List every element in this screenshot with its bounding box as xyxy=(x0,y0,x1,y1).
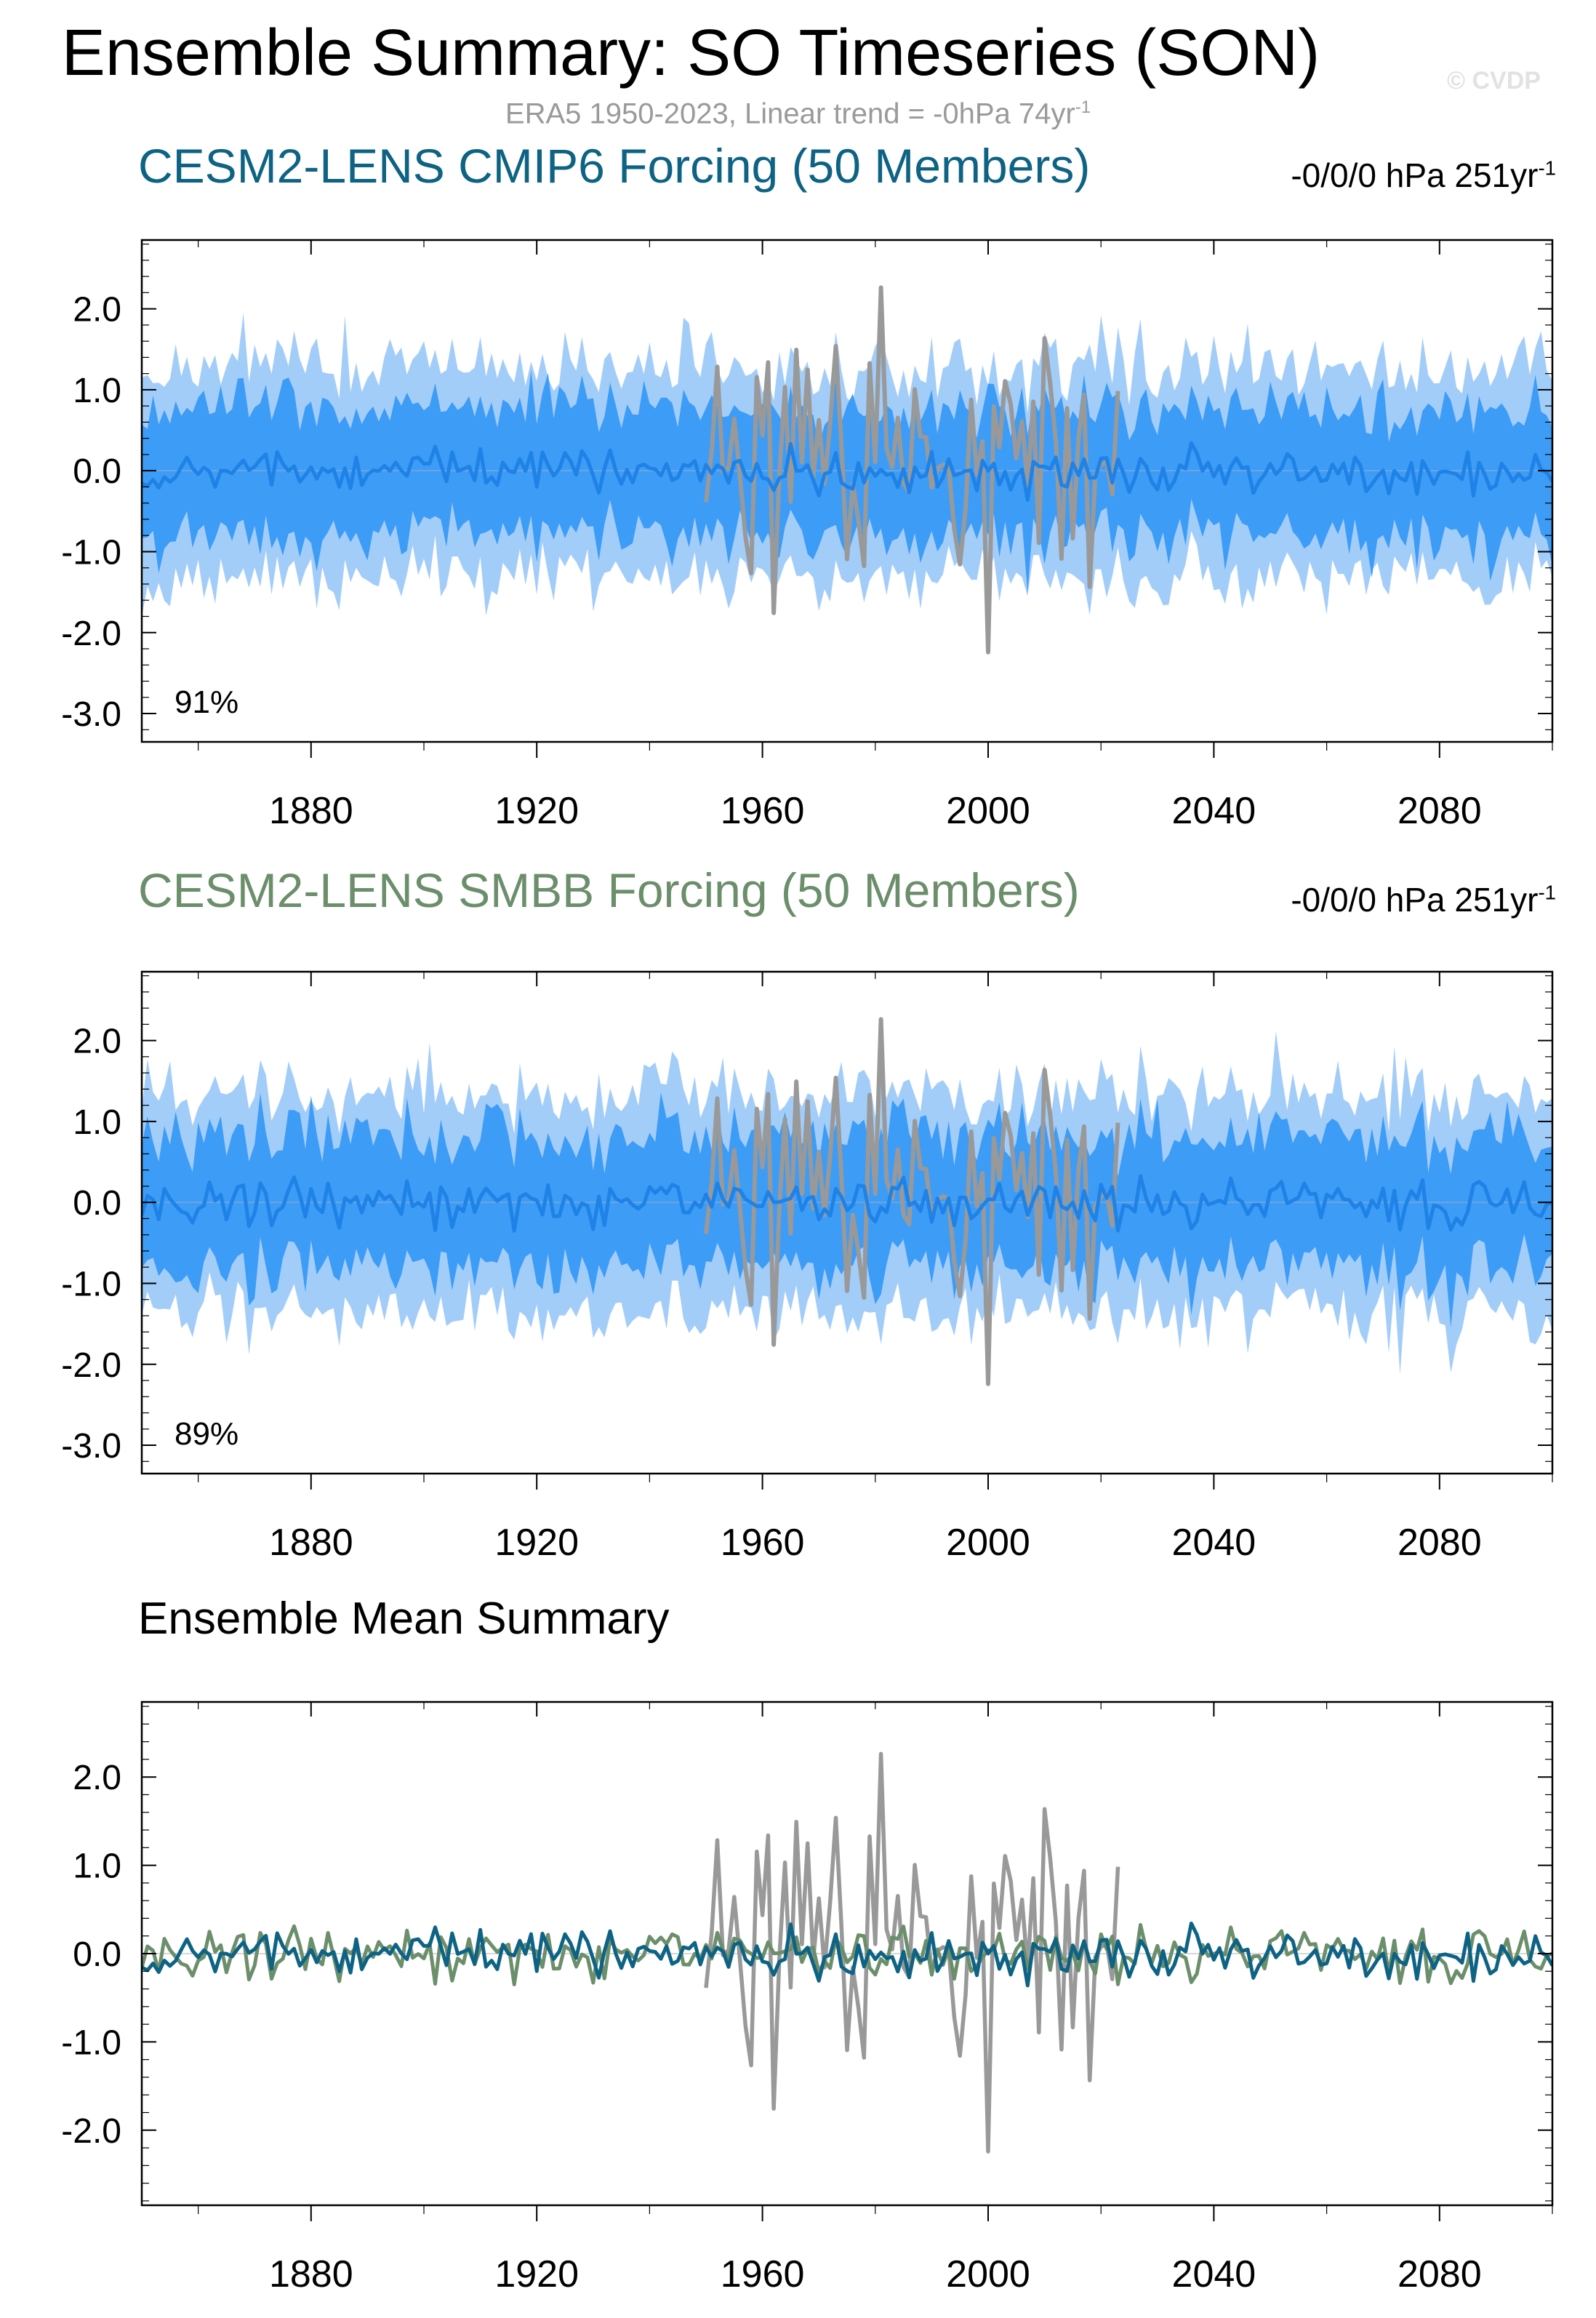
ensemble-mean-line xyxy=(142,441,1552,502)
subtitle-text: ERA5 1950-2023, Linear trend = -0hPa 74y… xyxy=(505,97,1075,130)
x-tick-label: 1960 xyxy=(721,2253,805,2295)
y-tick-label: 1.0 xyxy=(73,1847,121,1886)
percent-annotation: 89% xyxy=(175,1416,238,1452)
plot-frame xyxy=(140,239,1554,743)
x-tick-label: 1880 xyxy=(269,1522,353,1564)
x-tick-label: 2080 xyxy=(1397,1522,1482,1564)
plot-frame xyxy=(140,970,1554,1475)
y-tick-label: 0.0 xyxy=(73,1184,121,1223)
y-tick-label: -1.0 xyxy=(61,533,121,572)
x-tick-label: 1960 xyxy=(721,790,805,832)
observations-line xyxy=(704,1751,1120,2154)
y-tick-label: 2.0 xyxy=(73,1023,121,1061)
x-tick-label: 1920 xyxy=(494,1522,579,1564)
y-tick-label: -2.0 xyxy=(61,1346,121,1385)
y-tick-label: 1.0 xyxy=(73,372,121,410)
percent-annotation: 91% xyxy=(175,684,238,720)
x-tick-label: 2000 xyxy=(946,790,1030,832)
x-tick-label: 2000 xyxy=(946,1522,1030,1564)
y-tick-label: 2.0 xyxy=(73,1759,121,1797)
observations-line xyxy=(704,1017,1120,1386)
chart-panel-1: 91% 2.0 1.0 0.0 -1.0 -2.0 -3.0 1880 1920 1960 2000… xyxy=(61,239,1554,832)
inner-range-band xyxy=(142,369,1552,593)
x-tick-label: 2080 xyxy=(1397,790,1482,832)
cmip6-mean-line xyxy=(142,1922,1552,1988)
x-tick-label: 2040 xyxy=(1172,790,1256,832)
y-tick-label: -1.0 xyxy=(61,1265,121,1303)
chart-panel-3: 2.0 1.0 0.0 -1.0 -2.0 1880 1920 1960 2000 2040 208… xyxy=(61,1700,1554,2295)
x-tick-label: 2040 xyxy=(1172,2253,1256,2295)
subtitle-exponent: -1 xyxy=(1075,97,1091,117)
panel1-trend-text: -0/0/0 hPa 251yr xyxy=(1291,156,1539,194)
y-tick-label: 0.0 xyxy=(73,1935,121,1974)
panel2-trend-exponent: -1 xyxy=(1538,881,1556,904)
x-tick-label: 2080 xyxy=(1397,2253,1482,2295)
cvdp-watermark: © CVDP xyxy=(1447,67,1541,95)
panel2-trend-text: -0/0/0 hPa 251yr xyxy=(1291,881,1539,919)
x-tick-label: 1880 xyxy=(269,790,353,832)
observations-line xyxy=(704,285,1120,655)
y-tick-label: -2.0 xyxy=(61,615,121,653)
panel3-title: Ensemble Mean Summary xyxy=(138,1594,670,1644)
chart-panel-2: 89% 2.0 1.0 0.0 -1.0 -2.0 -3.0 1880 1920 1960 2000… xyxy=(61,970,1554,1564)
plot-area xyxy=(142,285,1552,655)
x-tick-label: 2000 xyxy=(946,2253,1030,2295)
plot-area xyxy=(142,1017,1552,1386)
y-tick-label: 2.0 xyxy=(73,291,121,329)
panel2-title: CESM2-LENS SMBB Forcing (50 Members) xyxy=(138,863,1080,917)
ensemble-mean-line xyxy=(142,1174,1552,1233)
panel1-trend: -0/0/0 hPa 251yr-1 xyxy=(1163,156,1556,195)
x-tick-label: 1920 xyxy=(494,790,579,832)
x-tick-label: 1880 xyxy=(269,2253,353,2295)
plot-area xyxy=(142,1751,1552,2154)
figure-subtitle: ERA5 1950-2023, Linear trend = -0hPa 74y… xyxy=(0,97,1596,130)
y-tick-label: 1.0 xyxy=(73,1103,121,1142)
panel2-trend: -0/0/0 hPa 251yr-1 xyxy=(1163,880,1556,919)
y-tick-label: 0.0 xyxy=(73,452,121,491)
figure-title: Ensemble Summary: SO Timeseries (SON) xyxy=(61,17,1320,89)
panel1-title: CESM2-LENS CMIP6 Forcing (50 Members) xyxy=(138,139,1091,193)
y-tick-label: -1.0 xyxy=(61,2023,121,2062)
x-tick-label: 1920 xyxy=(494,2253,579,2295)
x-tick-label: 1960 xyxy=(721,1522,805,1564)
y-tick-label: -2.0 xyxy=(61,2112,121,2151)
y-tick-label: -3.0 xyxy=(61,695,121,734)
y-tick-label: -3.0 xyxy=(61,1427,121,1466)
x-tick-label: 2040 xyxy=(1172,1522,1256,1564)
panel1-trend-exponent: -1 xyxy=(1538,156,1556,180)
